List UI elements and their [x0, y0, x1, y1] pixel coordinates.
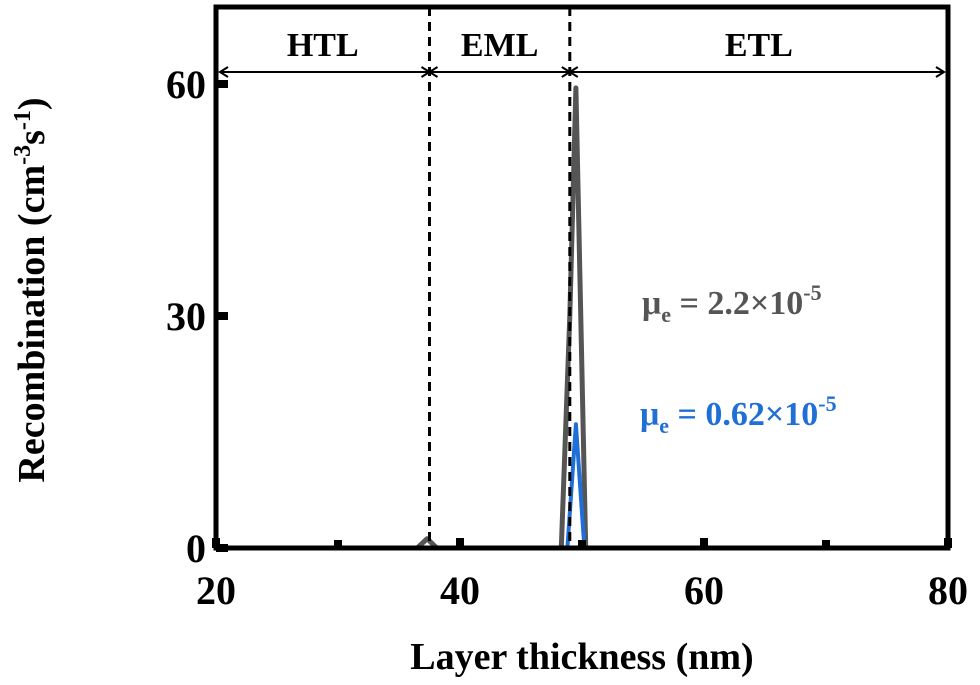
y-axis-title-end: ): [11, 97, 53, 110]
boundary-layer: [428, 7, 572, 548]
y-tick-label-30: 30: [166, 294, 206, 339]
x-axis-title: Layer thickness (nm): [410, 636, 753, 678]
region-label-eml: EML: [461, 27, 538, 64]
series-layer: [216, 85, 948, 551]
x-tick-label-20: 20: [196, 568, 236, 613]
annotation-blue-text: = 0.62×10: [669, 396, 818, 433]
annotation-blue: μe = 0.62×10-5: [640, 391, 837, 438]
y-axis-title-sup2: -1: [10, 110, 36, 130]
x-tick-label-40: 40: [440, 568, 480, 613]
region-arrow-eml: [427, 66, 572, 78]
annotation-gray-mu: μ: [642, 285, 661, 322]
series-line-0: [216, 85, 948, 551]
y-axis-title-sup1: -3: [10, 145, 36, 165]
tick-layer: 20 40 60 80 0 30 60: [166, 62, 968, 613]
annotation-gray-sub: e: [661, 302, 671, 327]
annotation-gray-text: = 2.2×10: [671, 285, 803, 322]
region-label-etl: ETL: [725, 27, 793, 64]
x-tick-label-80: 80: [928, 568, 968, 613]
y-tick-label-0: 0: [186, 526, 206, 571]
y-tick-label-60: 60: [166, 62, 206, 107]
x-tick-label-60: 60: [684, 568, 724, 613]
y-axis-title-mid: s: [11, 130, 53, 145]
y-axis-title: Recombination (cm-3s-1): [10, 97, 53, 482]
y-axis-title-main: Recombination (cm: [11, 165, 53, 483]
region-arrow-htl: [218, 66, 432, 78]
annotation-gray-sup: -5: [803, 280, 821, 305]
annotation-gray: μe = 2.2×10-5: [642, 280, 822, 327]
annotation-blue-sup: -5: [818, 391, 836, 416]
region-label-htl: HTL: [287, 27, 359, 64]
region-arrow-etl: [567, 66, 946, 78]
region-layer: HTL EML ETL: [218, 27, 946, 78]
annotation-blue-mu: μ: [640, 396, 659, 433]
annotation-blue-sub: e: [659, 413, 669, 438]
